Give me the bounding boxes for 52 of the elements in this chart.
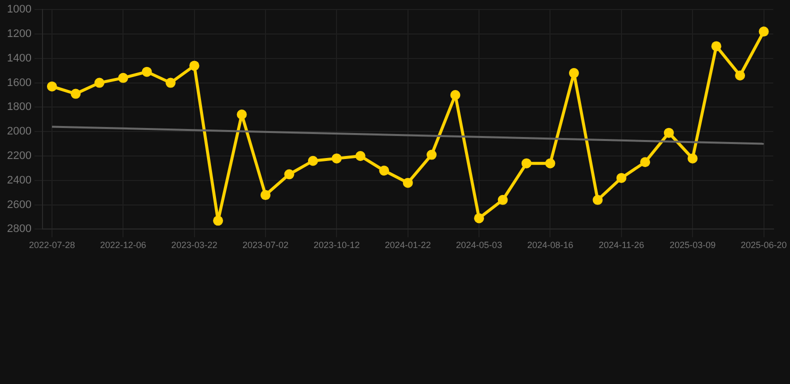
point — [142, 66, 152, 77]
x-tick-label: 2023-07-02 — [242, 240, 289, 250]
point — [758, 26, 769, 37]
y-tick-label: 2400 — [6, 174, 32, 186]
point — [94, 78, 104, 88]
point — [118, 72, 128, 83]
x-tick-label: 2024-01-22 — [384, 240, 431, 250]
point — [450, 90, 460, 100]
point — [474, 213, 484, 224]
y-tick-label: 2200 — [6, 150, 32, 162]
x-tick-label: 2024-08-16 — [527, 240, 574, 250]
point — [166, 78, 176, 88]
point — [735, 70, 746, 80]
point — [498, 194, 508, 205]
point — [332, 153, 342, 164]
point — [189, 60, 200, 71]
x-tick-label: 2024-05-03 — [456, 240, 502, 250]
point — [545, 158, 556, 168]
y-tick-label: 1200 — [6, 28, 32, 40]
point — [308, 156, 318, 166]
x-tick-label: 2025-06-20 — [740, 240, 787, 250]
x-tick-label: 2023-10-12 — [314, 240, 360, 250]
point — [402, 178, 413, 188]
y-tick-label: 1000 — [6, 4, 32, 16]
x-tick-label: 2025-03-09 — [670, 240, 716, 250]
point — [213, 216, 224, 226]
point — [260, 190, 271, 200]
point — [284, 169, 294, 180]
y-tick-label: 1800 — [6, 101, 32, 114]
x-tick-label: 2022-12-06 — [100, 240, 146, 250]
point — [568, 68, 579, 78]
x-tick-label: 2023-03-22 — [171, 240, 218, 250]
point — [616, 172, 626, 183]
y-tick-label: 2800 — [6, 223, 32, 236]
point — [711, 41, 722, 52]
point — [355, 151, 366, 161]
point — [592, 194, 603, 205]
point — [688, 153, 698, 164]
x-tick-label: 2024-11-26 — [598, 240, 644, 250]
y-tick-label: 2000 — [6, 126, 32, 138]
point — [46, 81, 57, 92]
point — [379, 166, 390, 176]
y-tick-label: 1600 — [6, 76, 32, 89]
point — [426, 150, 437, 160]
point — [70, 88, 81, 99]
y-tick-label: 1400 — [6, 52, 32, 64]
y-tick-label: 2600 — [6, 198, 32, 211]
point — [522, 158, 532, 168]
point — [640, 157, 650, 168]
x-tick-label: 2022-07-28 — [28, 240, 75, 250]
point — [236, 110, 247, 120]
point — [664, 128, 674, 138]
